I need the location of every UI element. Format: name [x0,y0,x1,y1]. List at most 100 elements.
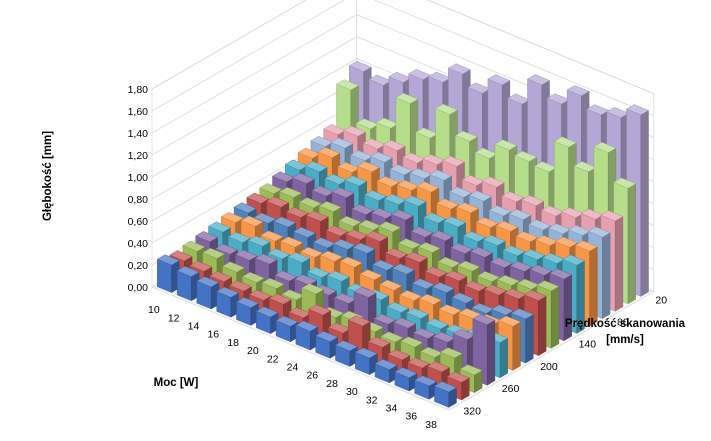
bar-top-face [450,242,474,254]
bar-top-face [407,357,431,369]
y-tick-label: 320 [463,405,481,417]
bar-top-face [498,315,521,327]
bar-top-face [523,289,547,301]
bar-top-face [587,226,611,238]
bar-top-face [389,164,413,176]
x-tick-label: 18 [227,337,239,349]
bar-top-face [236,297,259,309]
gridline [151,0,654,116]
bar-side-face [551,286,560,349]
bar-top-face [464,280,488,292]
bar-top-face [399,290,422,302]
bar-top-face [208,221,231,233]
bar-top-face [528,219,552,231]
bar-top-face [351,204,375,216]
bar-top-face [255,306,279,318]
bar-side-face [487,319,496,386]
bar-top-face [240,215,264,227]
bar-top-face [397,238,421,250]
bar-top-face [487,74,511,86]
bar-top-face [268,293,292,305]
bar-top-face [501,191,525,203]
bar-top-face [336,79,359,91]
bar [156,254,180,293]
x-tick-label: 24 [287,362,299,374]
bar-top-face [216,286,240,298]
bar-top-face [394,367,418,379]
bar-top-face [417,242,441,254]
bar-top-face [300,246,323,258]
bar-top-face [319,250,343,262]
bar-top-face [434,381,457,393]
bar-top-face [447,63,471,75]
bar-top-face [514,150,538,162]
bar-top-face [437,256,461,268]
z-tick-label: 0,00 [128,282,149,294]
bar-top-face [395,92,419,104]
bar-top-face [482,234,506,246]
bar-top-face [259,183,283,195]
bar-top-face [227,231,251,243]
bar-top-face [314,284,337,296]
x-tick-label: 16 [207,329,219,341]
bar-top-face [403,195,427,207]
bar-top-face [233,202,257,214]
bar-top-face [331,187,355,199]
bar-top-face [357,161,380,173]
bar-top-face [338,215,362,227]
bar-top-face [330,137,354,149]
bar-top-face [392,263,415,275]
bar-top-face [502,245,526,257]
bar-top-face [451,292,475,304]
bar-top-face [287,252,311,264]
bar-top-face [234,249,258,261]
bar [434,381,457,408]
bar-top-face [367,336,391,348]
bar-top-face [509,260,533,272]
bar-top-face [385,247,408,259]
bar-top-face [404,251,428,263]
bar-top-face [429,169,453,181]
bar-top-face [468,190,492,202]
z-tick-label: 0,80 [128,194,149,206]
bar-top-face [286,206,309,218]
bar-top-face [529,264,553,276]
chart-bars [156,60,649,408]
bar-top-face [379,279,403,291]
z-tick-label: 0,20 [128,260,149,272]
bar-top-face [400,336,424,348]
x-tick-label: 34 [386,403,398,415]
bar-top-face [475,217,499,229]
x-tick-label: 20 [247,345,259,357]
bar-top-face [339,256,363,268]
bar-top-face [267,248,291,260]
bar [295,320,319,351]
x-tick-label: 30 [346,386,358,398]
bar-top-face [536,280,560,292]
y-tick-label: 20 [655,294,667,306]
bar-top-face [566,85,590,97]
bar-top-face [459,364,483,376]
bar-top-face [418,293,442,305]
bar-top-face [344,175,368,187]
bar-top-face [273,216,297,228]
bar-side-face [512,321,521,371]
bar-top-face [495,220,519,232]
z-tick-label: 1,80 [128,84,149,96]
bar-side-face [499,337,508,379]
bar-top-face [260,230,284,242]
bar-top-face [293,226,316,238]
bar-top-face [494,139,518,151]
y-axis-title-line2: [mm/s] [606,334,644,346]
bar-top-face [317,147,341,159]
bar-top-face [626,104,649,116]
bar-top-face [410,226,434,238]
bar-top-face [442,155,465,167]
x-tick-label: 26 [306,370,318,382]
bar-top-face [435,103,458,115]
bar-top-face [347,315,371,327]
bar-top-face [291,172,315,184]
bar-top-face [411,278,435,290]
bar-top-face [427,361,450,373]
